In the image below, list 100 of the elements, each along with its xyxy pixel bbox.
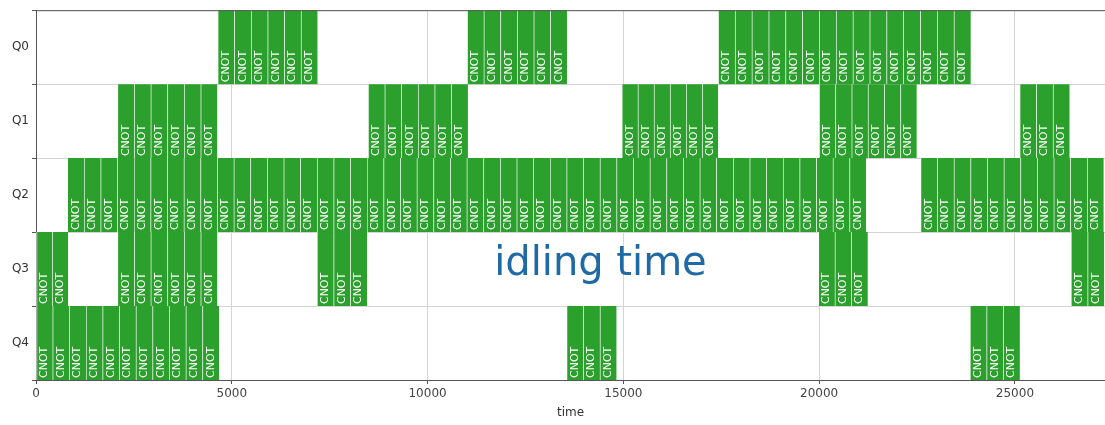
data-label: CNOT	[820, 50, 834, 83]
data-label: CNOT	[168, 272, 182, 305]
data-label: CNOT	[302, 50, 316, 83]
data-label: CNOT	[584, 198, 598, 231]
data-label: CNOT	[836, 124, 850, 157]
data-label: CNOT	[1004, 198, 1018, 231]
data-label: CNOT	[1004, 346, 1018, 378]
data-label: CNOT	[987, 346, 1001, 378]
data-label: CNOT	[186, 346, 200, 378]
data-label: CNOT	[534, 50, 548, 83]
data-label: CNOT	[468, 50, 482, 83]
y-tick-label: Q0	[11, 39, 29, 54]
data-label: CNOT	[803, 50, 817, 83]
data-label: CNOT	[484, 198, 498, 231]
data-label: CNOT	[736, 50, 750, 83]
data-label: CNOT	[318, 272, 332, 305]
data-label: CNOT	[870, 50, 884, 83]
data-label: CNOT	[285, 50, 299, 83]
data-label: CNOT	[850, 198, 864, 231]
data-label: CNOT	[368, 198, 382, 231]
data-label: CNOT	[268, 198, 282, 231]
data-label: CNOT	[37, 272, 51, 305]
data-label: CNOT	[955, 198, 969, 231]
data-label: CNOT	[1038, 198, 1052, 231]
data-label: CNOT	[351, 272, 365, 305]
data-label: CNOT	[118, 198, 132, 231]
data-label: CNOT	[567, 346, 581, 378]
data-label: CNOT	[584, 346, 598, 378]
data-label: CNOT	[185, 124, 199, 157]
data-label: CNOT	[37, 346, 51, 378]
data-label: CNOT	[719, 50, 733, 83]
data-label: CNOT	[784, 198, 798, 231]
data-label: CNOT	[185, 198, 198, 231]
data-label: CNOT	[334, 198, 348, 231]
data-label: CNOT	[151, 198, 165, 231]
data-label: CNOT	[384, 198, 398, 231]
data-label: CNOT	[1020, 124, 1034, 157]
data-label: CNOT	[118, 124, 132, 157]
data-label: CNOT	[101, 198, 115, 231]
data-label: CNOT	[452, 124, 466, 157]
data-label: CNOT	[601, 346, 615, 378]
data-label: CNOT	[151, 272, 165, 305]
data-label: CNOT	[684, 198, 698, 231]
data-label: CNOT	[601, 198, 615, 231]
data-label: CNOT	[852, 272, 866, 305]
y-tick-label: Q1	[11, 113, 29, 128]
data-label: CNOT	[534, 198, 548, 231]
data-label: CNOT	[53, 346, 67, 378]
data-label: CNOT	[484, 50, 498, 83]
data-label: CNOT	[203, 346, 217, 378]
data-label: CNOT	[419, 124, 433, 157]
data-label: CNOT	[567, 198, 581, 231]
data-label: CNOT	[201, 124, 215, 157]
data-label: CNOT	[921, 50, 935, 83]
data-label: CNOT	[835, 272, 849, 305]
data-label: CNOT	[402, 124, 416, 157]
data-label: CNOT	[170, 346, 184, 378]
data-label: CNOT	[118, 272, 132, 305]
data-label: CNOT	[517, 198, 531, 231]
data-label: CNOT	[753, 50, 767, 83]
x-tick-label: 15000	[604, 386, 643, 401]
data-label: CNOT	[137, 346, 151, 378]
data-label: CNOT	[87, 346, 101, 378]
data-label: CNOT	[501, 50, 515, 83]
data-label: CNOT	[854, 50, 868, 83]
data-label: CNOT	[201, 272, 215, 305]
data-label: CNOT	[971, 198, 985, 231]
data-label: CNOT	[268, 50, 282, 83]
data-label: CNOT	[301, 198, 315, 231]
x-tick-label: 0	[32, 386, 40, 401]
data-label: CNOT	[868, 124, 882, 157]
x-tick-label: 5000	[216, 386, 248, 401]
x-tick-label: 10000	[408, 386, 447, 401]
data-label: CNOT	[351, 198, 365, 231]
data-label: CNOT	[153, 346, 167, 378]
data-label: CNOT	[252, 50, 266, 83]
data-label: CNOT	[135, 198, 149, 231]
data-label: CNOT	[1072, 272, 1086, 305]
y-tick-label: Q4	[11, 335, 29, 350]
data-label: CNOT	[971, 346, 985, 378]
data-label: CNOT	[852, 124, 866, 157]
data-label: CNOT	[834, 198, 848, 231]
data-label: CNOT	[1054, 124, 1068, 157]
data-label: CNOT	[218, 198, 232, 231]
annotation: idling time	[494, 237, 707, 284]
data-label: CNOT	[451, 198, 465, 231]
data-label: CNOT	[518, 50, 532, 83]
data-label: CNOT	[251, 198, 265, 231]
data-label: CNOT	[417, 198, 431, 231]
data-label: CNOT	[717, 198, 731, 231]
data-label: CNOT	[734, 198, 748, 231]
data-label: CNOT	[135, 272, 149, 305]
data-label: CNOT	[800, 198, 814, 231]
data-label: CNOT	[85, 198, 99, 231]
data-label: CNOT	[185, 272, 199, 305]
data-label: CNOT	[52, 272, 66, 305]
data-label: CNOT	[168, 198, 182, 231]
y-tick-label: Q3	[11, 261, 29, 276]
data-label: CNOT	[501, 198, 515, 231]
data-label: CNOT	[318, 198, 332, 231]
